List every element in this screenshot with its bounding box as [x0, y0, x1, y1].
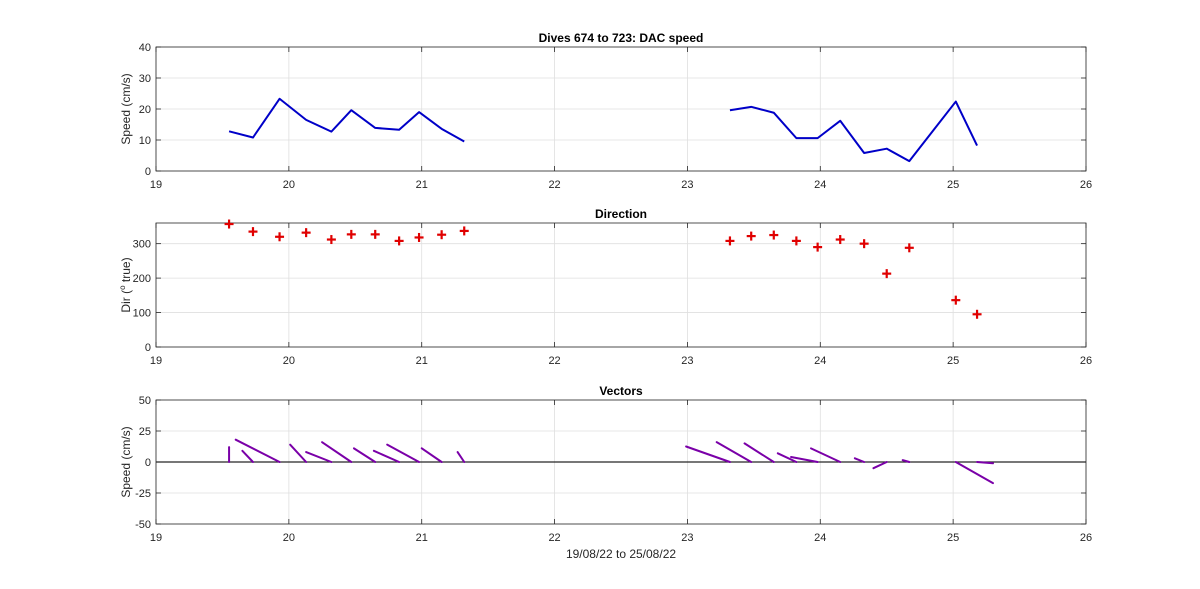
vectors-panel: 19 20 21 22 23 24 25 26 -50 -25 0 25 50 Vectors Speed …	[119, 384, 1092, 561]
y-axis-label: Dir (o true)	[118, 257, 133, 312]
direction-point	[224, 219, 234, 229]
x-tick-label: 25	[947, 355, 959, 367]
direction-point	[904, 243, 914, 253]
y-tick-label: 10	[139, 135, 151, 147]
direction-point	[859, 239, 869, 249]
x-tick-label: 25	[947, 179, 959, 191]
y-tick-label: 300	[133, 239, 151, 251]
x-tick-label: 21	[416, 532, 428, 544]
chart-title: Direction	[595, 207, 647, 221]
current-vector	[954, 461, 994, 485]
direction-point	[370, 229, 380, 239]
direction-point	[301, 228, 311, 238]
current-vector	[715, 441, 753, 463]
current-vector	[372, 449, 401, 463]
direction-point	[769, 230, 779, 240]
direction-point	[951, 295, 961, 305]
x-tick-label: 26	[1080, 355, 1092, 367]
current-vector	[809, 447, 842, 463]
x-tick-label: 26	[1080, 179, 1092, 191]
current-vector	[321, 441, 353, 463]
direction-point	[346, 229, 356, 239]
x-axis-label: 19/08/22 to 25/08/22	[566, 547, 676, 561]
direction-point	[459, 226, 469, 236]
x-tick-label: 19	[150, 179, 162, 191]
y-tick-label: 200	[133, 273, 151, 285]
current-vector	[790, 456, 819, 463]
x-tick-label: 21	[416, 355, 428, 367]
y-tick-label: 0	[145, 457, 151, 469]
y-tick-label: 100	[133, 308, 151, 320]
current-vector	[901, 459, 911, 463]
current-vector	[685, 445, 731, 463]
y-tick-label: -50	[135, 519, 151, 531]
x-tick-label: 20	[283, 532, 295, 544]
speed-panel: 19 20 21 22 23 24 25 26 0 10 20 30 40 Dives 674 to 72…	[119, 31, 1092, 191]
direction-point	[725, 236, 735, 246]
y-tick-label: 0	[145, 166, 151, 178]
chart-title: Dives 674 to 723: DAC speed	[539, 31, 704, 45]
x-tick-label: 24	[814, 179, 826, 191]
y-tick-label: 50	[139, 395, 151, 407]
direction-point	[813, 242, 823, 252]
y-axis-label: Speed (cm/s)	[119, 73, 133, 144]
current-vector	[289, 443, 308, 463]
direction-point	[248, 227, 258, 237]
direction-point	[835, 235, 845, 245]
current-vector	[776, 452, 798, 463]
x-tick-label: 22	[548, 355, 560, 367]
direction-point	[437, 230, 447, 240]
current-vector	[853, 457, 866, 463]
current-vector	[241, 449, 254, 463]
x-tick-label: 22	[548, 179, 560, 191]
x-tick-label: 25	[947, 532, 959, 544]
x-tick-label: 21	[416, 179, 428, 191]
x-tick-label: 23	[681, 355, 693, 367]
x-tick-label: 20	[283, 355, 295, 367]
direction-point	[326, 235, 336, 245]
y-tick-label: 0	[145, 342, 151, 354]
x-tick-label: 23	[681, 532, 693, 544]
current-vector	[456, 451, 466, 463]
y-tick-label: -25	[135, 488, 151, 500]
speed-series-line	[729, 100, 978, 163]
direction-panel: 19 20 21 22 23 24 25 26 0 100 200 300 Direction Dir (…	[118, 207, 1092, 367]
x-tick-label: 19	[150, 355, 162, 367]
current-vector	[352, 447, 377, 463]
direction-point	[972, 309, 982, 319]
x-tick-label: 26	[1080, 532, 1092, 544]
current-vector	[976, 461, 994, 465]
current-vector	[420, 447, 443, 463]
current-vector	[305, 451, 333, 463]
x-tick-label: 24	[814, 355, 826, 367]
x-tick-label: 22	[548, 532, 560, 544]
axes-frame	[155, 222, 1087, 348]
y-tick-label: 25	[139, 426, 151, 438]
direction-point	[394, 236, 404, 246]
gridlines	[155, 46, 1087, 172]
direction-point	[275, 232, 285, 242]
speed-series-line	[228, 97, 465, 143]
current-vector	[872, 461, 888, 470]
current-vector	[743, 442, 775, 463]
direction-point	[746, 231, 756, 241]
y-tick-label: 20	[139, 104, 151, 116]
x-tick-label: 20	[283, 179, 295, 191]
direction-point	[882, 269, 892, 279]
direction-point	[414, 232, 424, 242]
y-axis-label: Speed (cm/s)	[119, 426, 133, 497]
chart-title: Vectors	[599, 384, 643, 398]
current-vector	[234, 438, 281, 463]
x-tick-label: 19	[150, 532, 162, 544]
direction-point	[791, 236, 801, 246]
y-tick-label: 30	[139, 73, 151, 85]
gridlines	[155, 223, 1087, 348]
y-tick-label: 40	[139, 42, 151, 54]
x-tick-label: 23	[681, 179, 693, 191]
x-tick-label: 24	[814, 532, 826, 544]
current-vector	[386, 443, 421, 463]
